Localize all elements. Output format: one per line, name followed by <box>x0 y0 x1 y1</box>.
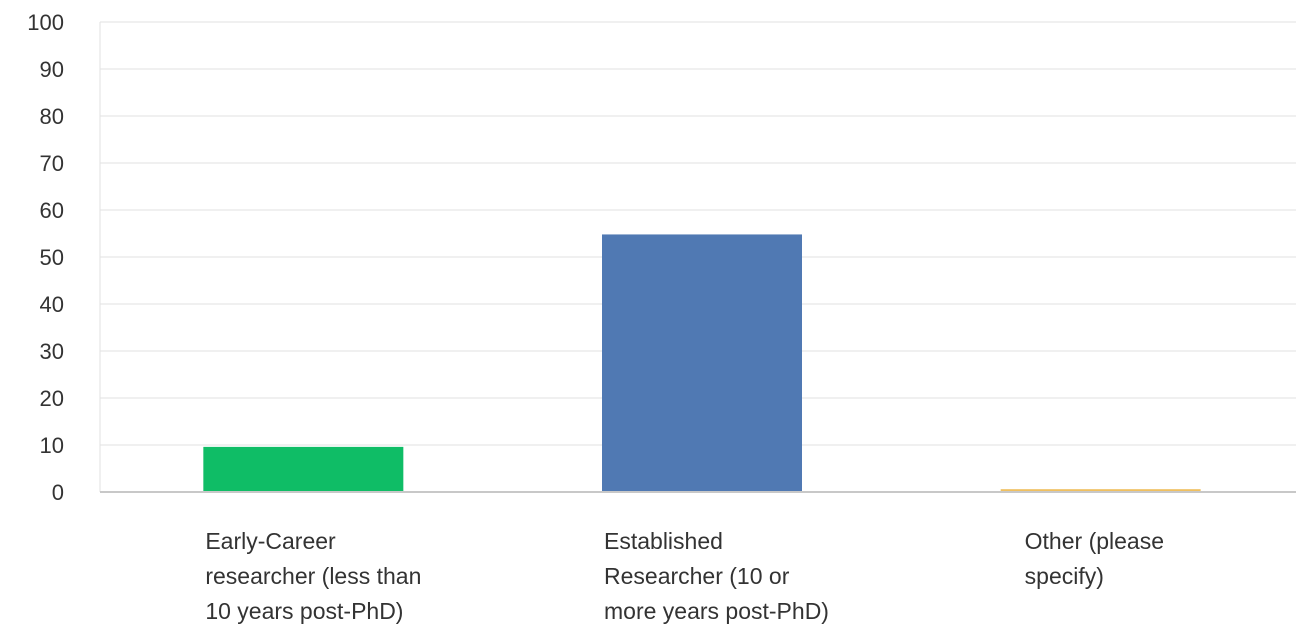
x-category-label: Established Researcher (10 or more years p… <box>604 528 829 624</box>
x-category-label-line: Established <box>604 528 723 554</box>
x-axis-category-labels: Early-Career researcher (less than 10 year… <box>205 528 1164 624</box>
bar <box>602 234 802 492</box>
y-tick-label: 60 <box>40 198 64 223</box>
y-tick-label: 0 <box>52 480 64 505</box>
y-tick-label: 20 <box>40 386 64 411</box>
y-tick-label: 30 <box>40 339 64 364</box>
x-category-label-line: 10 years post-PhD) <box>205 598 403 624</box>
y-tick-label: 70 <box>40 151 64 176</box>
x-category-label-line: more years post-PhD) <box>604 598 829 624</box>
x-category-label-line: Researcher (10 or <box>604 563 790 589</box>
bars <box>203 234 1201 492</box>
y-tick-label: 50 <box>40 245 64 270</box>
bar <box>203 446 404 492</box>
x-category-label: Early-Career researcher (less than 10 year… <box>205 528 421 624</box>
x-category-label-line: Other (please <box>1025 528 1164 554</box>
x-category-label-line: specify) <box>1025 563 1104 589</box>
y-tick-label: 10 <box>40 433 64 458</box>
x-category-label-line: Early-Career <box>205 528 336 554</box>
y-tick-label: 80 <box>40 104 64 129</box>
y-tick-label: 90 <box>40 57 64 82</box>
x-category-label: Other (please specify) <box>1025 528 1164 589</box>
y-tick-label: 40 <box>40 292 64 317</box>
y-tick-label: 100 <box>27 10 64 35</box>
x-category-label-line: researcher (less than <box>205 563 421 589</box>
y-axis-ticks: 0 10 20 30 40 50 60 70 80 90 100 <box>27 10 64 505</box>
bar <box>1000 489 1201 492</box>
